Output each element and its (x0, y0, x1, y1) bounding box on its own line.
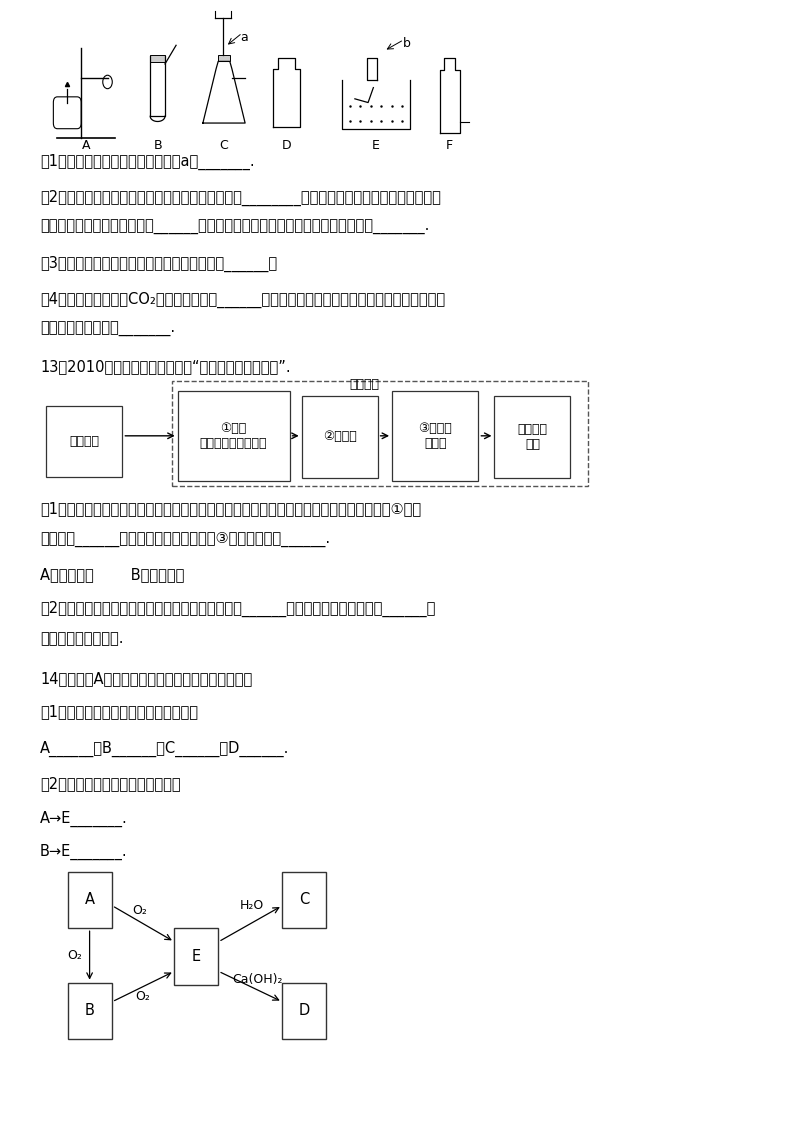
Text: （1）它们各是什么物质？（写化学式）: （1）它们各是什么物质？（写化学式） (40, 704, 198, 719)
Text: O₂: O₂ (67, 949, 82, 962)
FancyBboxPatch shape (150, 54, 165, 62)
FancyBboxPatch shape (282, 872, 326, 928)
Text: H₂O: H₂O (240, 899, 264, 912)
Text: 水厂原水: 水厂原水 (70, 435, 99, 448)
Text: 13．2010年上海世博会的主题是“城市，让生活更美好”.: 13．2010年上海世博会的主题是“城市，让生活更美好”. (40, 359, 290, 374)
Text: A→E_______.: A→E_______. (40, 811, 128, 826)
Text: （1）世博园区内有许多饮水台，可取水直接饮用。其中的饮用水处理步骤如图所示；步骤①对应: （1）世博园区内有许多饮水台，可取水直接饮用。其中的饮用水处理步骤如图所示；步骤… (40, 501, 421, 516)
FancyBboxPatch shape (218, 54, 230, 61)
FancyBboxPatch shape (174, 928, 218, 985)
FancyBboxPatch shape (54, 97, 81, 129)
Text: 有一个小问题，请你帮助他：______；实验室用该方法制取氧气的化学方程式是：_______.: 有一个小问题，请你帮助他：______；实验室用该方法制取氧气的化学方程式是：_… (40, 220, 430, 234)
Text: C: C (299, 892, 309, 908)
Text: E: E (191, 949, 201, 964)
Text: C: C (220, 139, 228, 152)
Text: a: a (240, 31, 248, 43)
Text: A: A (82, 139, 90, 152)
Text: B: B (85, 1003, 94, 1019)
Text: A．杀菌消毒        B．吸附杂质: A．杀菌消毒 B．吸附杂质 (40, 567, 184, 582)
Text: Ca(OH)₂: Ca(OH)₂ (232, 972, 283, 986)
Text: 方法来降低水的硬度.: 方法来降低水的硬度. (40, 632, 123, 646)
Text: 置是（填装置序号）_______.: 置是（填装置序号）_______. (40, 321, 175, 336)
Text: B: B (154, 139, 162, 152)
Text: O₂: O₂ (133, 903, 147, 917)
FancyBboxPatch shape (46, 406, 122, 477)
FancyBboxPatch shape (178, 391, 290, 481)
FancyBboxPatch shape (392, 391, 478, 481)
Text: （2）硬水给生活和生产带来很多麻烦，生活中可用______来区分硬水和软水，常用______的: （2）硬水给生活和生产带来很多麻烦，生活中可用______来区分硬水和软水，常用… (40, 601, 435, 617)
Text: ①炭罐
（内含颗粒活性炭）: ①炭罐 （内含颗粒活性炭） (200, 422, 267, 449)
Text: B→E_______.: B→E_______. (40, 843, 128, 859)
FancyBboxPatch shape (67, 983, 112, 1039)
Text: （2）写出指定反应的化学方程式：: （2）写出指定反应的化学方程式： (40, 777, 181, 791)
Text: A: A (85, 892, 94, 908)
Text: （4）小明要制取少量CO₂，其反应原理是______（用化学方程式表示），他制取该气体的收集装: （4）小明要制取少量CO₂，其反应原理是______（用化学方程式表示），他制取… (40, 292, 445, 308)
Text: 14．某固体A在一定条件下可发生如图所示的变化：: 14．某固体A在一定条件下可发生如图所示的变化： (40, 671, 252, 686)
Text: ③紫外灯
管照射: ③紫外灯 管照射 (418, 422, 452, 449)
FancyBboxPatch shape (494, 396, 570, 478)
Text: （2）小强想用高锔酸镉制取一瓶氧气的发生装置是________（填装置序号），而小明认为该装置: （2）小强想用高锔酸镉制取一瓶氧气的发生装置是________（填装置序号），而… (40, 190, 441, 206)
Text: D: D (282, 139, 291, 152)
Text: （1）写出图中有标号仪器的名称：a是_______.: （1）写出图中有标号仪器的名称：a是_______. (40, 154, 254, 170)
FancyBboxPatch shape (282, 983, 326, 1039)
Text: 的作用是______（填字母，下同），步骤③对应的作用是______.: 的作用是______（填字母，下同），步骤③对应的作用是______. (40, 532, 330, 547)
Text: A______，B______，C______，D______.: A______，B______，C______，D______. (40, 740, 290, 756)
Text: O₂: O₂ (135, 989, 150, 1003)
Text: D: D (298, 1003, 310, 1019)
Text: ②超滤膜: ②超滤膜 (322, 430, 357, 444)
Text: E: E (372, 139, 380, 152)
Text: 直饮水机: 直饮水机 (349, 378, 379, 391)
Text: F: F (446, 139, 453, 152)
FancyBboxPatch shape (67, 872, 112, 928)
Text: 饮水台饮
用水: 饮水台饮 用水 (518, 423, 547, 451)
Text: b: b (402, 37, 410, 50)
Text: （3）在装入药品前，应先进行的一项操作是：______；: （3）在装入药品前，应先进行的一项操作是：______； (40, 256, 277, 272)
FancyBboxPatch shape (302, 396, 378, 478)
